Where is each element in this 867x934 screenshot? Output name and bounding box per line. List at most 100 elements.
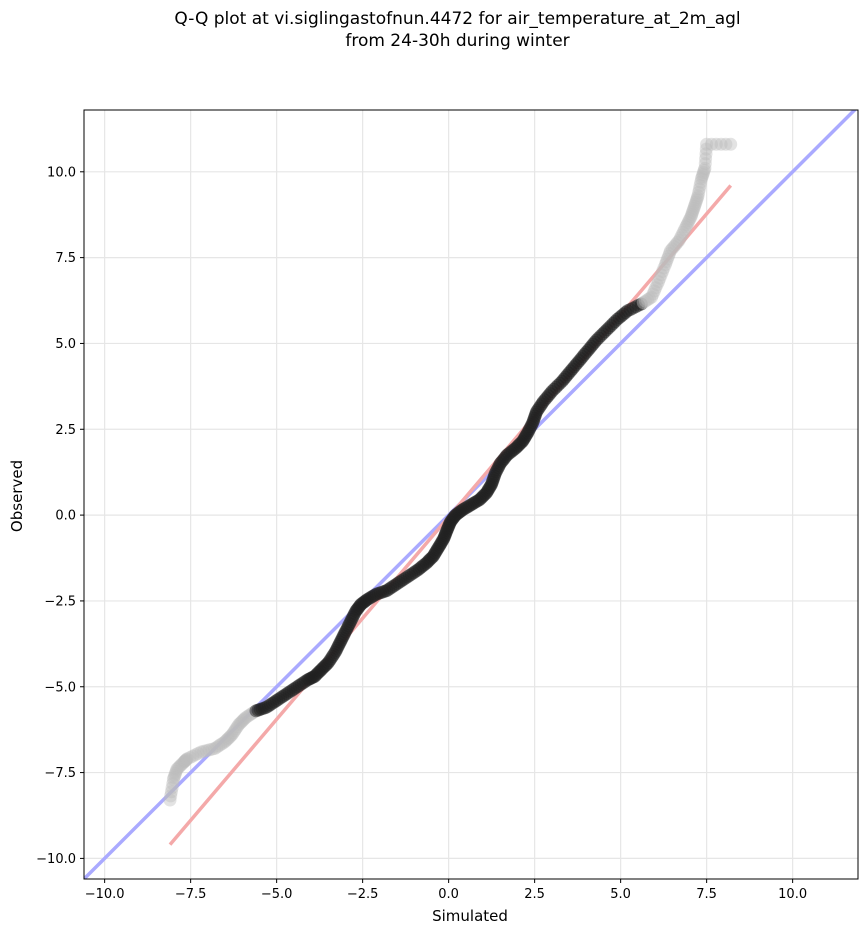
quantile-point — [174, 758, 188, 772]
x-tick-label: −7.5 — [175, 887, 207, 902]
quantile-point — [233, 716, 247, 730]
quantile-point — [235, 715, 249, 729]
x-axis-ticks: −10.0 −7.5 −5.0 −2.5 0.0 2.5 5.0 7.5 10.0 — [85, 879, 807, 902]
quantile-point — [657, 261, 671, 275]
quantile-point — [683, 212, 697, 225]
quantile-point — [225, 728, 239, 742]
quantile-point — [659, 255, 673, 269]
chart-title-line-1: Q-Q plot at vi.siglingastofnun.4472 for … — [174, 9, 741, 29]
quantile-point — [696, 168, 710, 181]
grid — [84, 110, 858, 879]
quantile-point — [180, 753, 193, 766]
quantile-point — [189, 748, 202, 762]
quantile-point — [699, 147, 713, 161]
chart-title-line-2: from 24-30h during winter — [345, 31, 570, 51]
quantile-point — [170, 762, 184, 776]
quantile-point — [166, 777, 180, 791]
y-axis-ticks: −10.0 −7.5 −5.0 −2.5 0.0 2.5 5.0 7.5 10.0 — [36, 165, 84, 867]
quantile-point — [669, 238, 683, 252]
quantile-point — [636, 296, 650, 310]
x-tick-label: 0.0 — [438, 887, 459, 902]
quantile-point — [191, 746, 205, 760]
quantile-point — [692, 182, 706, 196]
quantile-point — [165, 781, 179, 795]
quantile-point — [649, 281, 663, 295]
quantile-point — [653, 271, 667, 285]
quantile-point — [686, 203, 700, 217]
quantile-point — [171, 761, 185, 775]
x-axis-label: Simulated — [432, 907, 508, 925]
quantile-point — [714, 137, 728, 151]
quantile-point — [660, 252, 674, 266]
x-tick-label: 10.0 — [778, 887, 807, 902]
quantile-point — [222, 731, 236, 745]
y-tick-label: −5.0 — [44, 680, 76, 695]
quantile-point — [699, 142, 713, 156]
plot-frame — [83, 109, 859, 880]
quantile-point — [169, 766, 182, 780]
quantile-point — [226, 726, 240, 740]
reference-lines — [84, 110, 858, 879]
quantile-points — [163, 137, 738, 807]
quantile-point — [216, 736, 230, 750]
quantile-point — [694, 175, 708, 189]
quantile-point — [688, 199, 702, 213]
y-axis-label: Observed — [8, 460, 26, 532]
quantile-point — [697, 166, 710, 179]
quantile-point — [667, 240, 681, 254]
quantile-point — [183, 751, 197, 764]
quantile-point — [699, 152, 713, 166]
quantile-point — [239, 711, 253, 725]
quantile-point — [194, 745, 208, 759]
y-tick-label: −10.0 — [36, 852, 76, 867]
quantile-point — [663, 247, 676, 260]
quantile-point — [634, 297, 648, 311]
quantile-point — [709, 137, 723, 151]
quantile-point — [210, 740, 224, 754]
quantile-point — [695, 170, 709, 184]
quantile-point — [167, 770, 181, 784]
quantile-point — [197, 744, 211, 758]
quantile-point — [173, 759, 187, 773]
quantile-point — [166, 772, 180, 786]
quantile-point — [219, 733, 233, 747]
quantile-point — [675, 228, 689, 242]
y-tick-label: 7.5 — [55, 251, 76, 266]
quantile-point — [212, 739, 226, 753]
quantile-point — [179, 753, 193, 767]
quantile-point — [178, 754, 192, 768]
quantile-point — [180, 752, 194, 766]
quantile-point — [200, 744, 213, 758]
quantile-point — [672, 234, 686, 247]
quantile-point — [164, 789, 178, 803]
x-tick-label: 2.5 — [524, 887, 545, 902]
quantile-point — [175, 757, 189, 771]
quantile-point — [228, 724, 242, 738]
quantile-point — [690, 191, 704, 205]
quantile-point — [232, 718, 246, 731]
y-tick-label: −7.5 — [44, 766, 76, 781]
quantile-point — [665, 242, 679, 256]
y-tick-label: −2.5 — [44, 594, 76, 609]
quantile-point — [218, 735, 232, 749]
quantile-point — [224, 729, 237, 743]
quantile-point — [690, 193, 704, 207]
quantile-point — [646, 287, 660, 301]
quantile-point — [684, 209, 698, 223]
x-tick-label: −10.0 — [85, 887, 125, 902]
quantile-point — [724, 137, 738, 151]
quantile-point — [662, 249, 675, 263]
y-tick-label: 0.0 — [55, 509, 76, 524]
quantile-point — [693, 179, 707, 192]
quantile-point — [678, 223, 692, 236]
x-tick-label: 5.0 — [610, 887, 631, 902]
y-tick-label: 2.5 — [55, 423, 76, 438]
quantile-point — [652, 275, 665, 289]
quantile-point — [674, 231, 687, 245]
chart-title: Q-Q plot at vi.siglingastofnun.4472 for … — [0, 8, 867, 52]
quantile-point — [695, 172, 708, 186]
quantile-point — [177, 755, 191, 769]
quantile-point — [680, 218, 694, 232]
quantile-point — [697, 163, 711, 177]
quantile-point — [688, 197, 702, 211]
